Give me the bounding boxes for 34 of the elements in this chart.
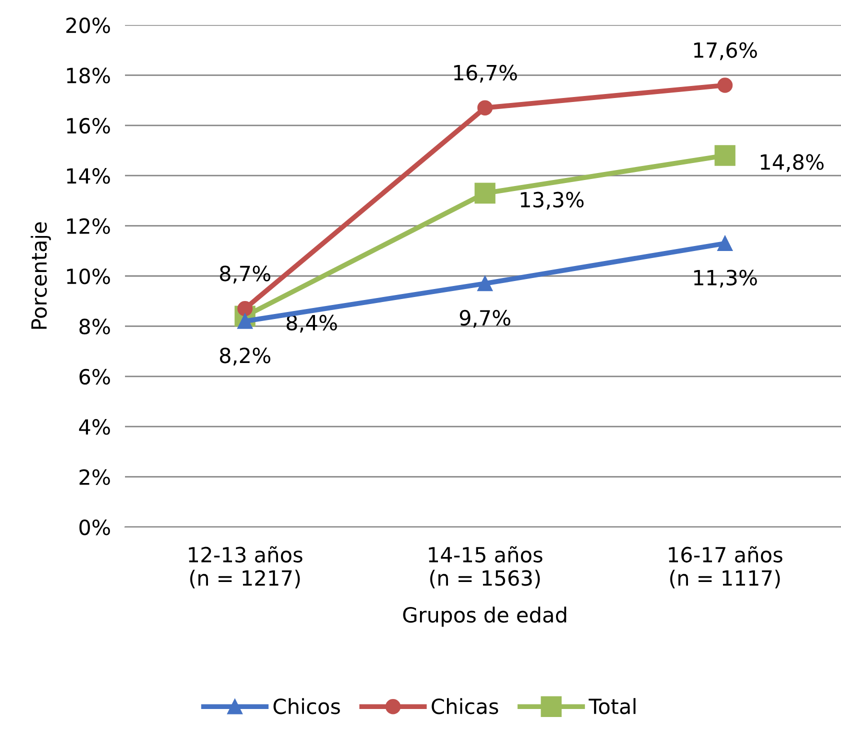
y-tick-label: 8% — [79, 318, 110, 334]
x-axis-title: Grupos de edad — [403, 606, 566, 627]
y-tick-label: 2% — [80, 469, 110, 486]
legend-label: Chicas — [432, 698, 498, 714]
data-label: 17,6% — [694, 42, 757, 60]
point — [714, 145, 736, 166]
data-label: 9,7% — [460, 310, 510, 328]
y-tick-label: 14% — [67, 168, 110, 184]
data-label: 11,3% — [694, 270, 757, 288]
y-tick-label: 20% — [66, 17, 110, 34]
point — [717, 78, 733, 93]
data-label: 8,2% — [220, 348, 270, 366]
legend-label: Chicos — [274, 698, 340, 714]
data-label: 16,7% — [454, 64, 517, 83]
y-tick-label: 18% — [67, 68, 110, 84]
y-tick-label: 12% — [67, 218, 110, 234]
point — [477, 276, 493, 292]
data-label: 8,7% — [220, 266, 270, 284]
x-tick-label: 16-17 años (n = 1117) — [668, 546, 782, 588]
y-tick-label: 10% — [67, 268, 110, 284]
point — [474, 182, 496, 204]
x-tick-label: 14-15 años (n = 1563) — [428, 546, 542, 588]
y-tick-label: 0% — [79, 519, 110, 536]
y-tick-label: 4% — [79, 419, 110, 435]
y-axis-title: Porcentaje — [30, 222, 51, 329]
legend-label: Total — [588, 698, 636, 714]
point — [477, 100, 493, 116]
data-label: 13,3% — [520, 192, 584, 210]
data-label: 14,8% — [760, 154, 824, 172]
point — [717, 236, 733, 252]
y-tick-label: 6% — [80, 368, 110, 385]
data-label: 8,4% — [286, 314, 337, 333]
y-tick-label: 16% — [67, 118, 110, 134]
x-tick-label: 12-13 años (n = 1217) — [188, 546, 302, 588]
